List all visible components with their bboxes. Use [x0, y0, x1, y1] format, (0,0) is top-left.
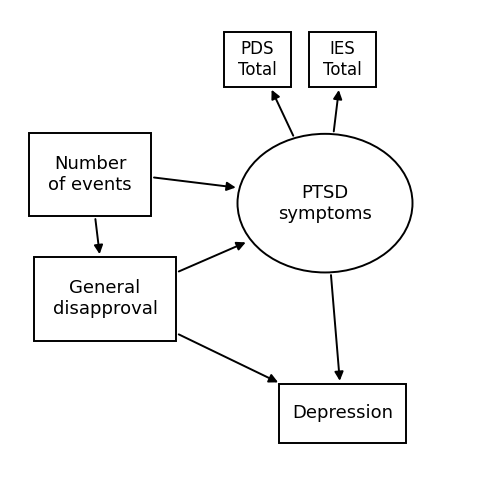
Text: Number
of events: Number of events [48, 155, 132, 194]
Text: General
disapproval: General disapproval [52, 279, 158, 318]
Text: IES
Total: IES Total [323, 40, 362, 79]
Text: Depression: Depression [292, 404, 393, 423]
FancyBboxPatch shape [279, 383, 406, 444]
FancyBboxPatch shape [34, 257, 176, 341]
Ellipse shape [238, 134, 412, 272]
FancyBboxPatch shape [309, 33, 376, 87]
FancyBboxPatch shape [28, 133, 151, 217]
Text: PDS
Total: PDS Total [238, 40, 277, 79]
FancyBboxPatch shape [224, 33, 291, 87]
Text: PTSD
symptoms: PTSD symptoms [278, 184, 372, 223]
